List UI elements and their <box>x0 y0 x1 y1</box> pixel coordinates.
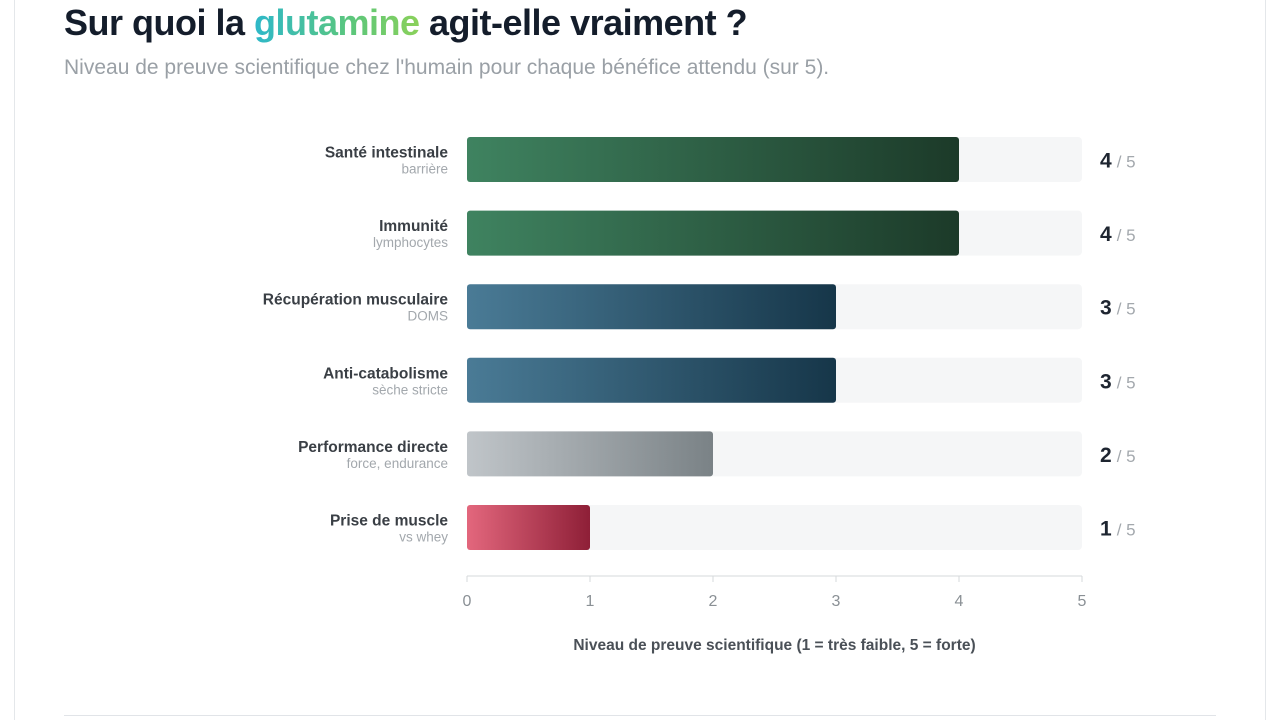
bar-track <box>467 505 1082 550</box>
x-axis-label: Niveau de preuve scientifique (1 = très … <box>573 637 975 654</box>
value-number: 4 <box>1100 150 1112 173</box>
category-label: Santé intestinale <box>325 145 449 162</box>
bottom-divider <box>64 715 1216 716</box>
frame-left-border <box>0 0 15 720</box>
category-label: Performance directe <box>298 439 448 456</box>
value-label: 1 / 5 <box>1100 518 1136 541</box>
x-tick-label: 1 <box>586 593 595 610</box>
value-number: 3 <box>1100 370 1112 393</box>
category-label: Immunité <box>379 218 448 235</box>
x-tick-label: 0 <box>463 593 472 610</box>
value-label: 3 / 5 <box>1100 297 1136 320</box>
bar <box>467 431 713 477</box>
value-label: 3 / 5 <box>1100 370 1136 393</box>
category-label: Récupération musculaire <box>263 292 449 309</box>
value-suffix: / 5 <box>1117 521 1136 540</box>
page-title: Sur quoi la glutamine agit-elle vraiment… <box>64 0 748 46</box>
x-tick-label: 5 <box>1078 593 1087 610</box>
category-label: Anti-catabolisme <box>323 365 448 382</box>
category-sublabel: force, endurance <box>347 456 448 471</box>
category-sublabel: barrière <box>401 162 448 177</box>
bar <box>467 137 959 182</box>
value-suffix: / 5 <box>1117 447 1136 466</box>
page-subtitle: Niveau de preuve scientifique chez l'hum… <box>64 56 830 79</box>
category-sublabel: lymphocytes <box>373 235 448 250</box>
value-label: 2 / 5 <box>1100 444 1136 467</box>
frame-right-border <box>1265 0 1280 720</box>
value-number: 4 <box>1100 223 1112 246</box>
bar <box>467 284 836 330</box>
value-suffix: / 5 <box>1117 153 1136 172</box>
value-suffix: / 5 <box>1117 373 1136 392</box>
category-label: Prise de muscle <box>330 513 448 530</box>
x-tick-label: 2 <box>709 593 718 610</box>
value-label: 4 / 5 <box>1100 150 1136 173</box>
title-highlight: glutamine <box>254 2 420 43</box>
bar <box>467 357 836 403</box>
value-number: 2 <box>1100 444 1112 467</box>
category-sublabel: DOMS <box>408 309 449 324</box>
value-number: 3 <box>1100 297 1112 320</box>
title-text-after: agit-elle vraiment ? <box>419 2 748 43</box>
value-number: 1 <box>1100 518 1112 541</box>
x-tick-label: 4 <box>955 593 964 610</box>
category-sublabel: vs whey <box>399 530 448 545</box>
bar <box>467 210 959 256</box>
x-tick-label: 3 <box>832 593 841 610</box>
value-label: 4 / 5 <box>1100 223 1136 246</box>
value-suffix: / 5 <box>1117 226 1136 245</box>
category-sublabel: sèche stricte <box>372 382 448 397</box>
bar <box>467 505 590 550</box>
title-text-before: Sur quoi la <box>64 2 255 43</box>
value-suffix: / 5 <box>1117 300 1136 319</box>
